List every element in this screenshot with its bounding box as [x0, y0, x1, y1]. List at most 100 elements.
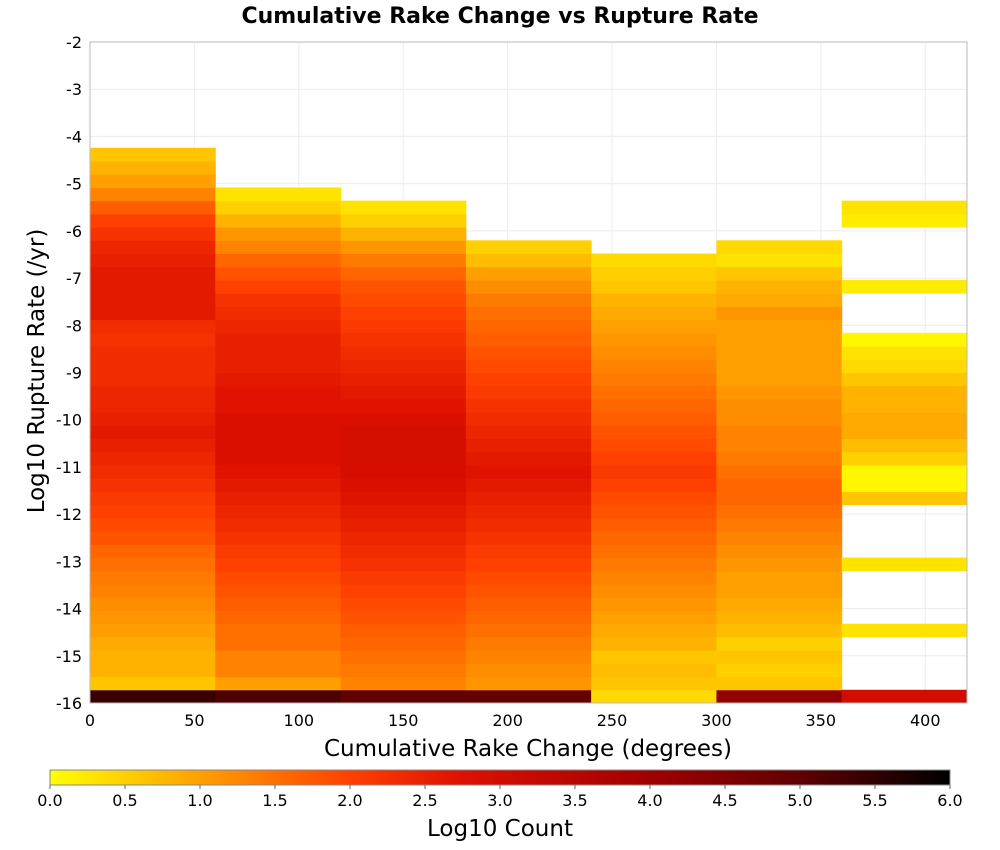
- heatmap-cell: [340, 319, 467, 334]
- colorbar-tick-label: 6.0: [937, 791, 962, 810]
- heatmap-cell: [90, 584, 216, 598]
- heatmap-cell: [716, 623, 843, 638]
- heatmap-cell: [591, 465, 717, 479]
- y-axis-label: Log10 Rupture Rate (/yr): [24, 229, 50, 514]
- heatmap-cell: [215, 293, 342, 307]
- heatmap-cell: [90, 610, 216, 625]
- heatmap-cell: [591, 650, 717, 664]
- heatmap-cell: [215, 451, 342, 466]
- heatmap-cells: [90, 147, 968, 704]
- heatmap-cell: [465, 623, 592, 638]
- heatmap-cell: [716, 319, 843, 334]
- heatmap-cell: [90, 597, 216, 611]
- heatmap-cell: [215, 346, 342, 360]
- heatmap-cell: [591, 570, 717, 585]
- heatmap-cell: [841, 398, 968, 413]
- heatmap-cell: [591, 346, 717, 360]
- heatmap-cell: [591, 306, 717, 321]
- heatmap-cell: [465, 504, 592, 519]
- colorbar: [49, 769, 951, 786]
- colorbar-tick-label: 1.0: [187, 791, 212, 810]
- heatmap-cell: [215, 213, 342, 228]
- heatmap-cell: [591, 531, 717, 545]
- heatmap-cell: [90, 465, 216, 479]
- heatmap-cell: [465, 385, 592, 400]
- heatmap-cell: [591, 517, 717, 532]
- heatmap-cell: [215, 570, 342, 585]
- heatmap-cell: [716, 240, 843, 255]
- heatmap-cell: [716, 636, 843, 651]
- heatmap-cell: [215, 200, 342, 215]
- heatmap-cell: [90, 266, 216, 281]
- heatmap-cell: [340, 213, 467, 228]
- heatmap-cell: [90, 253, 216, 268]
- heatmap-cell: [465, 570, 592, 585]
- heatmap-cell: [215, 610, 342, 625]
- heatmap-cell: [340, 517, 467, 532]
- heatmap-cell: [716, 412, 843, 426]
- heatmap-cell: [465, 531, 592, 545]
- heatmap-cell: [841, 689, 968, 704]
- heatmap-cell: [465, 676, 592, 691]
- heatmap-cell: [591, 425, 717, 440]
- heatmap-cell: [716, 425, 843, 440]
- heatmap-cell: [90, 544, 216, 559]
- heatmap-cell: [716, 689, 843, 704]
- heatmap-cell: [465, 650, 592, 664]
- heatmap-cell: [841, 465, 968, 479]
- heatmap-cell: [716, 279, 843, 294]
- y-tick-label: -16: [56, 694, 82, 713]
- heatmap-cell: [465, 372, 592, 387]
- heatmap-cell: [716, 491, 843, 506]
- heatmap-cell: [90, 531, 216, 545]
- heatmap-cell: [716, 372, 843, 387]
- heatmap-cell: [716, 570, 843, 585]
- heatmap-cell: [90, 491, 216, 506]
- heatmap-cell: [215, 319, 342, 334]
- heatmap-cell: [591, 359, 717, 373]
- x-tick-label: 100: [284, 711, 315, 730]
- heatmap-cell: [340, 412, 467, 426]
- heatmap-cell: [90, 689, 216, 704]
- colorbar-tick-label: 4.0: [637, 791, 662, 810]
- heatmap-cell: [591, 372, 717, 387]
- heatmap-cell: [340, 636, 467, 651]
- heatmap-cell: [465, 689, 592, 704]
- heatmap-cell: [465, 253, 592, 268]
- colorbar-tick-label: 3.0: [487, 791, 512, 810]
- heatmap-cell: [215, 240, 342, 255]
- heatmap-cell: [465, 279, 592, 294]
- heatmap-cell: [340, 570, 467, 585]
- plot-frame: [89, 41, 968, 704]
- heatmap-cell: [465, 359, 592, 373]
- heatmap-cell: [591, 398, 717, 413]
- heatmap-cell: [841, 372, 968, 387]
- heatmap-cell: [716, 465, 843, 479]
- heatmap-cell: [591, 663, 717, 678]
- heatmap-cell: [215, 359, 342, 373]
- heatmap-cell: [215, 689, 342, 704]
- heatmap-cell: [340, 332, 467, 347]
- colorbar-tick-label: 2.5: [412, 791, 437, 810]
- chart-title: Cumulative Rake Change vs Rupture Rate: [241, 4, 758, 29]
- heatmap-cell: [591, 438, 717, 453]
- heatmap-cell: [465, 663, 592, 678]
- heatmap-cell: [90, 517, 216, 532]
- heatmap-cell: [90, 200, 216, 215]
- colorbar-tick-label: 5.0: [787, 791, 812, 810]
- heatmap-cell: [90, 227, 216, 241]
- heatmap-cell: [716, 438, 843, 453]
- heatmap-cell: [90, 346, 216, 360]
- heatmap-cell: [340, 610, 467, 625]
- heatmap-cell: [90, 676, 216, 691]
- heatmap-cell: [591, 332, 717, 347]
- heatmap-cell: [340, 346, 467, 360]
- heatmap-cell: [340, 359, 467, 373]
- heatmap-cell: [90, 412, 216, 426]
- heatmap-cell: [340, 451, 467, 466]
- y-tick-label: -6: [66, 222, 82, 241]
- heatmap-cell: [465, 610, 592, 625]
- heatmap-cell: [215, 636, 342, 651]
- heatmap-cell: [841, 346, 968, 360]
